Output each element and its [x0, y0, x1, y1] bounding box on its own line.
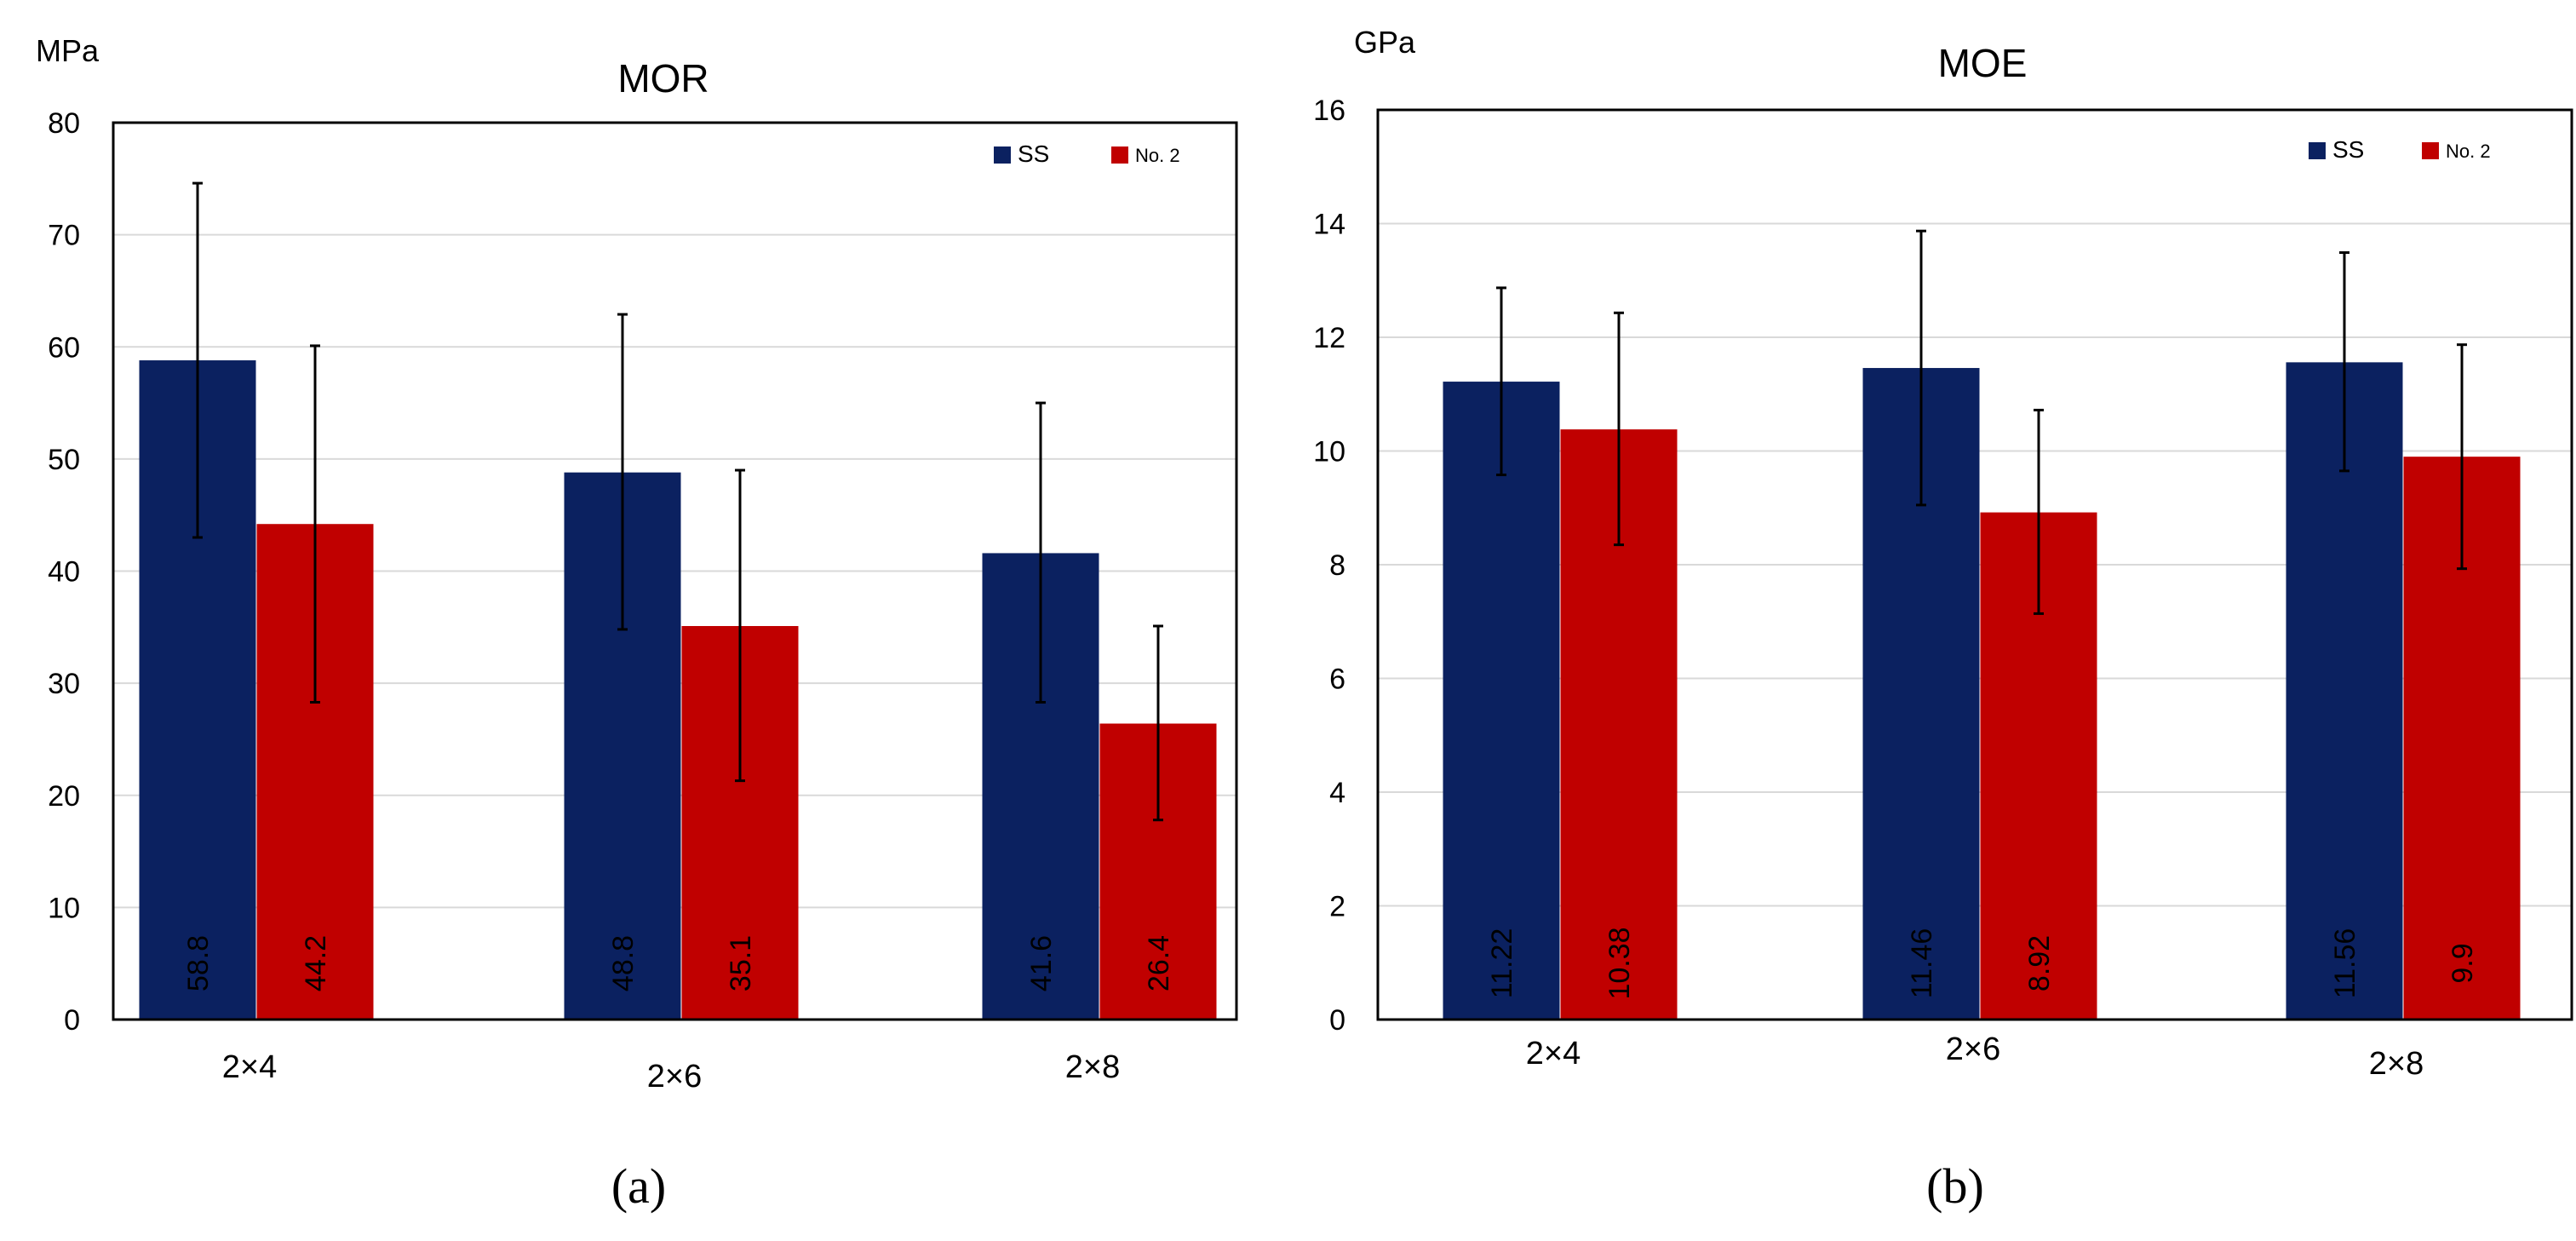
- legend-label: No. 2: [2446, 141, 2491, 162]
- y-axis-unit: GPa: [1354, 25, 1416, 60]
- y-tick-label: 0: [1329, 1004, 1345, 1037]
- y-tick-label: 10: [48, 892, 80, 924]
- y-tick-label: 60: [48, 331, 80, 364]
- data-label: 48.8: [607, 935, 640, 991]
- y-tick-label: 8: [1329, 549, 1345, 582]
- data-label: 58.8: [182, 935, 215, 991]
- legend-swatch: [2309, 142, 2326, 159]
- mor-chart: 58.8 48.8 41.6 44.2 35.1 26.4 0 10 20 30 40 50 60 70 8…: [36, 33, 1238, 1094]
- y-tick-label: 16: [1313, 95, 1345, 127]
- x-tick-label: 2×8: [1065, 1049, 1120, 1085]
- legend-swatch: [994, 147, 1011, 164]
- y-axis-unit: MPa: [36, 33, 100, 68]
- data-label: 11.22: [1486, 928, 1518, 999]
- data-label: 9.9: [2447, 943, 2479, 983]
- data-label: 11.56: [2329, 928, 2361, 999]
- y-tick-label: 70: [48, 220, 80, 252]
- data-label: 35.1: [725, 935, 757, 991]
- y-tick-label: 10: [1313, 436, 1345, 468]
- data-label: 11.46: [1906, 928, 1938, 999]
- y-tick-label: 30: [48, 668, 80, 700]
- y-tick-label: 0: [64, 1004, 80, 1037]
- y-tick-label: 12: [1313, 322, 1345, 354]
- plot-frame: [112, 121, 1238, 1021]
- y-tick-label: 14: [1313, 209, 1345, 241]
- y-tick-label: 6: [1329, 664, 1345, 696]
- x-tick-label: 2×4: [1526, 1036, 1581, 1072]
- x-tick-label: 2×6: [647, 1059, 702, 1094]
- data-label: 8.92: [2023, 935, 2056, 991]
- caption-a: (a): [611, 1158, 666, 1214]
- y-tick-label: 80: [48, 107, 80, 140]
- x-tick-label: 2×8: [2369, 1046, 2424, 1082]
- data-label: 41.6: [1025, 935, 1058, 991]
- y-tick-label: 50: [48, 444, 80, 476]
- x-tick-label: 2×4: [222, 1049, 277, 1085]
- chart-title: MOR: [617, 56, 709, 101]
- y-tick-label: 4: [1329, 777, 1345, 809]
- legend-label: No. 2: [1135, 145, 1180, 166]
- y-tick-label: 2: [1329, 891, 1345, 923]
- chart-title: MOE: [1938, 41, 2028, 85]
- caption-b: (b): [1926, 1158, 1984, 1214]
- y-tick-label: 20: [48, 780, 80, 813]
- legend-label: SS: [2332, 136, 2364, 163]
- legend-swatch: [2422, 142, 2439, 159]
- plot-frame: [1376, 108, 2573, 1021]
- x-tick-label: 2×6: [1946, 1031, 2000, 1067]
- data-label: 10.38: [1604, 927, 1636, 999]
- data-label: 26.4: [1143, 935, 1175, 991]
- legend-label: SS: [1018, 141, 1049, 167]
- data-label: 44.2: [300, 935, 332, 991]
- moe-chart: 11.22 11.46 11.56 10.38 8.92 9.9 0 2 4 6 8 10 12 14 16…: [1313, 25, 2573, 1082]
- legend-swatch: [1111, 147, 1128, 164]
- y-tick-label: 40: [48, 556, 80, 589]
- bar-ss: [1443, 382, 1560, 1020]
